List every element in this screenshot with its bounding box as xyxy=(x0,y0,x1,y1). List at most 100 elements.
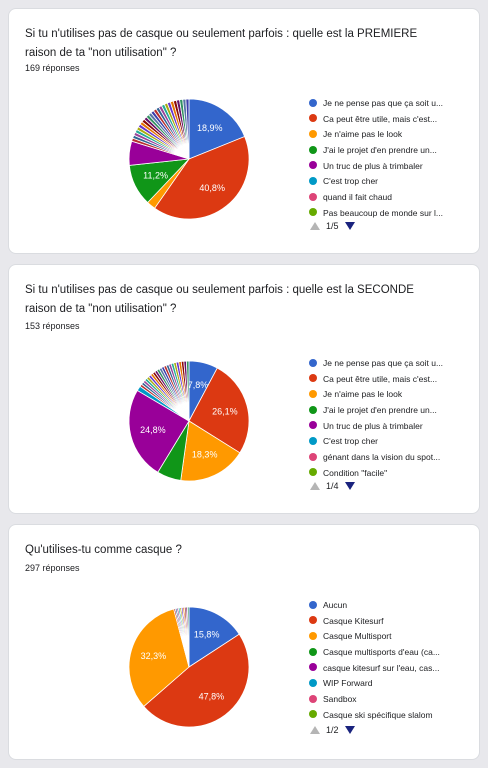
legend-label: Un truc de plus à trimbaler xyxy=(323,420,423,431)
question-title: Qu'utilises-tu comme casque ? xyxy=(25,544,182,556)
legend-swatch xyxy=(309,421,317,430)
legend-pager: 1/4 xyxy=(310,481,355,491)
legend-item[interactable]: Pas beaucoup de monde sur l... xyxy=(309,207,443,223)
chart-legend: Je ne pense pas que ça soit u... Ca peut… xyxy=(309,97,443,223)
legend-label: Casque ski spécifique slalom xyxy=(323,709,433,720)
chart-card-1: Si tu n'utilises pas de casque ou seulem… xyxy=(8,8,480,254)
legend-item[interactable]: Casque multisports d'eau (ca... xyxy=(309,646,440,662)
previous-page-icon[interactable] xyxy=(310,482,320,490)
legend-swatch xyxy=(309,192,317,201)
page-indicator: 1/2 xyxy=(326,725,339,735)
pie-slice[interactable] xyxy=(188,606,240,668)
legend-item[interactable]: Casque ski spécifique slalom xyxy=(309,709,440,725)
pie-slice[interactable] xyxy=(128,389,190,473)
legend-item[interactable]: Je ne pense pas que ça soit u... xyxy=(309,357,443,373)
pie-chart[interactable]: 15,8% 47,8% 32,3% xyxy=(125,603,253,731)
legend-label: Aucun xyxy=(323,600,348,610)
previous-page-icon[interactable] xyxy=(310,222,320,230)
legend-label: Ca peut être utile, mais c'est... xyxy=(323,373,438,384)
legend-item[interactable]: quand il fait chaud xyxy=(309,191,443,207)
legend-label: J'ai le projet d'en prendre un... xyxy=(323,145,437,156)
legend-label: Je ne pense pas que ça soit u... xyxy=(323,98,444,108)
legend-item[interactable]: Je n'aime pas le look xyxy=(309,128,443,144)
response-count: 169 réponses xyxy=(25,63,80,73)
legend-label: Pas beaucoup de monde sur l... xyxy=(323,207,444,218)
legend-label: Condition "facile" xyxy=(323,467,388,478)
next-page-icon[interactable] xyxy=(344,222,355,230)
legend-item[interactable]: C'est trop cher xyxy=(309,175,443,191)
legend-item[interactable]: WIP Forward xyxy=(309,677,440,693)
pie-slice[interactable] xyxy=(180,420,241,482)
legend-item[interactable]: Ca peut être utile, mais c'est... xyxy=(309,373,443,389)
slice-percentage-label: 40,8% xyxy=(199,183,225,193)
pie-slice-minor[interactable] xyxy=(185,98,190,160)
legend-swatch xyxy=(309,436,317,445)
pie-slice-minor[interactable] xyxy=(187,606,190,668)
legend-item[interactable]: casque kitesurf sur l'eau, cas... xyxy=(309,662,440,678)
legend-swatch xyxy=(309,145,317,154)
legend-swatch xyxy=(309,631,317,640)
legend-item[interactable]: Un truc de plus à trimbaler xyxy=(309,420,443,436)
legend-item[interactable]: Je ne pense pas que ça soit u... xyxy=(309,97,443,113)
legend-item[interactable]: génant dans la vision du spot... xyxy=(309,451,443,467)
legend-swatch xyxy=(309,405,317,414)
pie-chart[interactable]: 7,8% 26,1% 18,3% 24,8% xyxy=(125,357,253,485)
legend-swatch xyxy=(309,389,317,398)
question-title: Si tu n'utilises pas de casque ou seulem… xyxy=(25,28,418,59)
legend-item[interactable]: Je n'aime pas le look xyxy=(309,388,443,404)
pie-slice[interactable] xyxy=(188,367,250,454)
slice-percentage-label: 7,8% xyxy=(188,380,209,390)
pie-slice[interactable] xyxy=(188,98,246,160)
legend-label: Je n'aime pas le look xyxy=(323,389,403,400)
legend-item[interactable]: Sandbox xyxy=(309,693,440,709)
legend-label: Ca peut être utile, mais c'est... xyxy=(323,113,438,124)
legend-swatch xyxy=(309,694,317,703)
legend-item[interactable]: Casque Multisport xyxy=(309,630,440,646)
legend-swatch xyxy=(309,600,317,609)
legend-swatch xyxy=(309,663,317,672)
legend-label: Je n'aime pas le look xyxy=(323,129,403,140)
legend-swatch xyxy=(309,678,317,687)
pie-slice-minor[interactable] xyxy=(185,360,190,422)
legend-item[interactable]: J'ai le projet d'en prendre un... xyxy=(309,144,443,160)
legend-item[interactable]: Aucun xyxy=(309,599,440,615)
legend-label: génant dans la vision du spot... xyxy=(323,452,441,463)
chart-legend: Je ne pense pas que ça soit u... Ca peut… xyxy=(309,357,443,483)
legend-item[interactable]: J'ai le projet d'en prendre un... xyxy=(309,404,443,420)
pie-slice[interactable] xyxy=(143,633,250,728)
legend-item[interactable]: Condition "facile" xyxy=(309,467,443,483)
page-indicator: 1/4 xyxy=(326,481,339,491)
legend-item[interactable]: Un truc de plus à trimbaler xyxy=(309,160,443,176)
chart-card-2: Si tu n'utilises pas de casque ou seulem… xyxy=(8,264,480,514)
pie-slice[interactable] xyxy=(128,608,190,707)
legend-label: C'est trop cher xyxy=(323,436,379,447)
legend-item[interactable]: C'est trop cher xyxy=(309,435,443,451)
legend-label: C'est trop cher xyxy=(323,176,379,187)
legend-swatch xyxy=(309,161,317,170)
legend-label: Un truc de plus à trimbaler xyxy=(323,160,423,171)
legend-label: Je ne pense pas que ça soit u... xyxy=(323,358,444,368)
pie-chart[interactable]: 18,9% 40,8% 11,2% xyxy=(125,95,253,223)
legend-swatch xyxy=(309,98,317,107)
slice-percentage-label: 24,8% xyxy=(140,425,166,435)
legend-swatch xyxy=(309,358,317,367)
next-page-icon[interactable] xyxy=(344,726,355,734)
previous-page-icon[interactable] xyxy=(310,726,320,734)
legend-swatch xyxy=(309,374,317,383)
question-title: Si tu n'utilises pas de casque ou seulem… xyxy=(25,284,414,315)
legend-label: quand il fait chaud xyxy=(323,192,392,203)
pie-slice[interactable] xyxy=(154,136,250,220)
legend-label: Sandbox xyxy=(323,694,357,705)
legend-pager: 1/5 xyxy=(310,221,355,231)
legend-swatch xyxy=(309,452,317,461)
legend-label: Casque Kitesurf xyxy=(323,615,384,626)
legend-swatch xyxy=(309,208,317,217)
slice-percentage-label: 15,8% xyxy=(194,629,220,639)
chart-card-3: Qu'utilises-tu comme casque ? 297 répons… xyxy=(8,524,480,760)
legend-swatch xyxy=(309,176,317,185)
legend-label: casque kitesurf sur l'eau, cas... xyxy=(323,662,440,673)
next-page-icon[interactable] xyxy=(344,482,355,490)
legend-item[interactable]: Casque Kitesurf xyxy=(309,615,440,631)
legend-pager: 1/2 xyxy=(310,725,355,735)
legend-item[interactable]: Ca peut être utile, mais c'est... xyxy=(309,113,443,129)
